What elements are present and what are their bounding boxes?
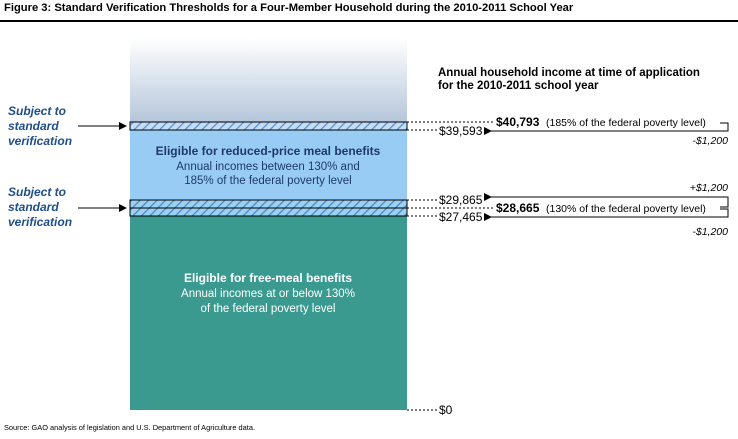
reduced-desc-2: 185% of the federal poverty level	[184, 175, 352, 187]
svg-text:verification: verification	[8, 215, 72, 229]
header-line-2: for the 2010-2011 school year	[438, 80, 599, 92]
title-rule	[0, 20, 738, 22]
reduced-price-band	[130, 130, 407, 200]
free-meal-band	[130, 216, 407, 410]
lower-plus-adjustment: +$1,200	[690, 182, 728, 194]
upper-minus-adjustment: -$1,200	[692, 135, 728, 147]
svg-text:Subject to: Subject to	[8, 185, 66, 199]
lower-subject-label: Subject to standard verification	[8, 185, 72, 229]
lower-threshold-note: (130% of the federal poverty level)	[546, 203, 706, 215]
level-29865: $29,865	[439, 193, 483, 207]
header-line-1: Annual household income at time of appli…	[438, 67, 700, 79]
lower-minus-bracket	[484, 208, 729, 221]
svg-text:Subject to: Subject to	[8, 104, 66, 118]
lower-plus-bracket	[484, 193, 729, 208]
free-desc-1: Annual incomes at or below 130%	[181, 288, 355, 300]
figure-title: Figure 3: Standard Verification Threshol…	[4, 2, 574, 14]
above-threshold-band	[130, 38, 407, 122]
svg-text:standard: standard	[8, 119, 59, 133]
upper-threshold-note: (185% of the federal poverty level)	[546, 117, 706, 129]
svg-text:standard: standard	[8, 200, 59, 214]
upper-verification-strip	[129, 121, 408, 131]
lower-minus-adjustment: -$1,200	[692, 226, 728, 238]
leader-lines	[407, 121, 494, 411]
level-27465: $27,465	[439, 210, 483, 224]
svg-text:verification: verification	[8, 134, 72, 148]
lower-threshold-value: $28,665	[496, 201, 540, 215]
level-0: $0	[439, 403, 453, 417]
upper-subject-label: Subject to standard verification	[8, 104, 72, 148]
upper-threshold-value: $40,793	[496, 115, 540, 129]
free-title: Eligible for free-meal benefits	[184, 271, 352, 285]
reduced-title: Eligible for reduced-price meal benefits	[156, 144, 381, 158]
level-39593: $39,593	[439, 124, 483, 138]
source-note: Source: GAO analysis of legislation and …	[4, 423, 255, 432]
upper-minus-bracket	[484, 122, 729, 135]
reduced-desc-1: Annual incomes between 130% and	[176, 161, 360, 173]
free-desc-2: of the federal poverty level	[201, 303, 336, 315]
